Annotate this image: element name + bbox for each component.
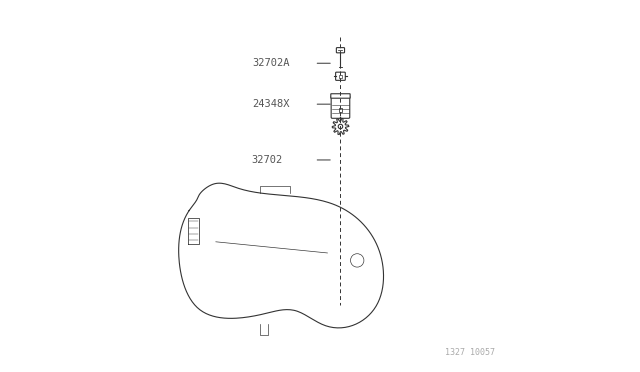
Bar <box>339 108 342 112</box>
FancyBboxPatch shape <box>331 94 350 98</box>
FancyBboxPatch shape <box>335 72 346 80</box>
Text: 32702A: 32702A <box>253 58 291 68</box>
FancyBboxPatch shape <box>337 48 344 53</box>
FancyBboxPatch shape <box>331 96 349 118</box>
Text: 32702: 32702 <box>252 155 283 165</box>
Text: 24348X: 24348X <box>253 99 291 109</box>
Circle shape <box>351 254 364 267</box>
Circle shape <box>338 124 342 129</box>
Bar <box>339 75 342 78</box>
Text: 1327 10057: 1327 10057 <box>445 348 495 357</box>
